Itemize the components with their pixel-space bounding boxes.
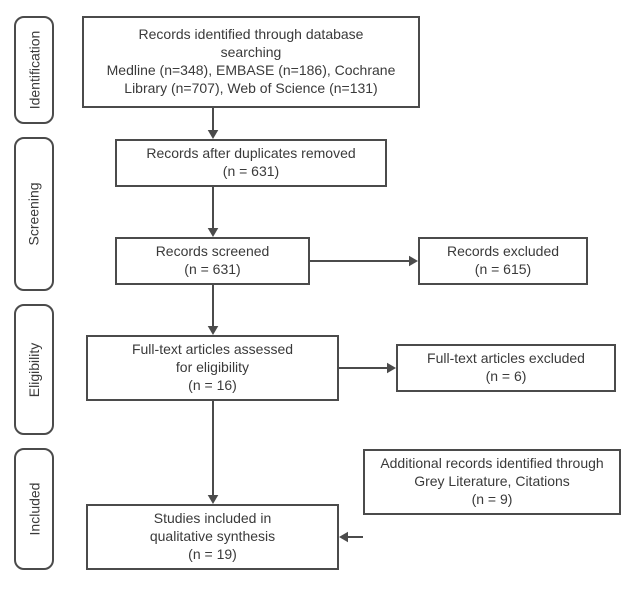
stage-eligibility-label: Eligibility: [26, 342, 42, 396]
box-line: Medline (n=348), EMBASE (n=186), Cochran…: [107, 62, 396, 80]
box-line: (n = 19): [188, 546, 237, 564]
stage-screening-label: Screening: [26, 182, 42, 245]
stage-included-label: Included: [26, 483, 42, 536]
box-line: Grey Literature, Citations: [414, 473, 570, 491]
box-line: Records excluded: [447, 243, 559, 261]
box-after-duplicates: Records after duplicates removed(n = 631…: [115, 139, 387, 187]
box-identified: Records identified through databasesearc…: [82, 16, 420, 108]
box-line: Full-text articles assessed: [132, 341, 293, 359]
box-fulltext-assessed: Full-text articles assessedfor eligibili…: [86, 335, 339, 401]
stage-included: Included: [14, 448, 54, 570]
box-line: Records identified through database: [139, 26, 364, 44]
box-line: Records after duplicates removed: [146, 145, 355, 163]
box-additional-records: Additional records identified throughGre…: [363, 449, 621, 515]
box-line: Library (n=707), Web of Science (n=131): [124, 80, 377, 98]
box-line: Full-text articles excluded: [427, 350, 585, 368]
box-line: (n = 615): [475, 261, 531, 279]
box-line: Studies included in: [154, 510, 272, 528]
box-fulltext-excluded: Full-text articles excluded(n = 6): [396, 344, 616, 392]
stage-identification: Identification: [14, 16, 54, 124]
stage-screening: Screening: [14, 137, 54, 291]
box-line: (n = 16): [188, 377, 237, 395]
box-line: (n = 631): [184, 261, 240, 279]
stage-eligibility: Eligibility: [14, 304, 54, 435]
box-line: qualitative synthesis: [150, 528, 275, 546]
box-line: searching: [221, 44, 282, 62]
box-line: for eligibility: [176, 359, 249, 377]
box-line: (n = 6): [486, 368, 527, 386]
box-screened: Records screened(n = 631): [115, 237, 310, 285]
box-line: Additional records identified through: [380, 455, 603, 473]
box-excluded-records: Records excluded(n = 615): [418, 237, 588, 285]
stage-identification-label: Identification: [26, 31, 42, 110]
box-line: (n = 9): [472, 491, 513, 509]
box-line: (n = 631): [223, 163, 279, 181]
box-line: Records screened: [156, 243, 270, 261]
box-qualitative-synthesis: Studies included inqualitative synthesis…: [86, 504, 339, 570]
